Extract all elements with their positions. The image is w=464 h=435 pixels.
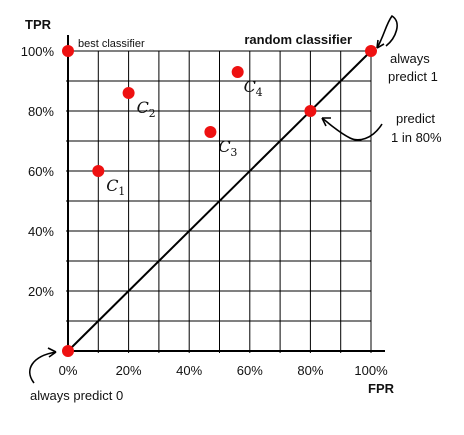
y-axis-title: TPR [25, 17, 52, 32]
point-sub-c4: 4 [256, 86, 263, 99]
point-c3 [204, 126, 217, 138]
always-predict-0-label: always predict 0 [30, 388, 123, 403]
point-c1 [92, 165, 105, 177]
predict-80-arrowhead [321, 117, 331, 127]
y-tick-label: 60% [28, 164, 54, 179]
predict-80-line2: 1 in 80% [391, 130, 442, 145]
diagonal-label: random classifier [244, 32, 352, 47]
always-0-arrowhead [47, 347, 57, 358]
x-tick-label: 40% [176, 363, 202, 378]
predict-80-line1: predict [396, 111, 435, 126]
point-label-c4: C [244, 77, 256, 96]
x-tick-label: 0% [59, 363, 78, 378]
x-tick-label: 20% [116, 363, 142, 378]
x-tick-label: 60% [237, 363, 263, 378]
y-tick-label: 40% [28, 224, 54, 239]
point-sub-c3: 3 [230, 146, 237, 159]
tick-labels: 0% 20% 40% 60% 80% 100% 20% 40% 60% 80% 100% [21, 44, 388, 378]
always-predict-1-line1: always [390, 51, 430, 66]
point-always0 [62, 345, 74, 357]
point-label-c1: C [106, 176, 118, 195]
y-tick-label: 80% [28, 104, 54, 119]
point-c4 [231, 66, 244, 78]
point-always1 [365, 45, 377, 57]
always-0-arrow [29, 351, 57, 384]
always-1-arrow [376, 14, 398, 49]
point-sub-c2: 2 [149, 107, 156, 120]
point-random80 [304, 105, 317, 117]
point-c2 [122, 87, 135, 99]
best-classifier-label: best classifier [78, 38, 145, 50]
x-tick-label: 100% [354, 363, 388, 378]
x-tick-label: 80% [297, 363, 323, 378]
point-best [62, 45, 74, 57]
y-tick-label: 100% [21, 44, 55, 59]
random-diagonal-line [67, 50, 372, 352]
always-predict-1-line2: predict 1 [388, 69, 438, 84]
x-axis-title: FPR [368, 381, 395, 396]
y-tick-label: 20% [28, 284, 54, 299]
point-sub-c1: 1 [118, 185, 125, 198]
always-1-arrowhead [376, 39, 385, 49]
predict-80-arrow [321, 117, 383, 141]
point-label-c2: C [137, 98, 149, 117]
point-label-c3: C [218, 137, 230, 156]
